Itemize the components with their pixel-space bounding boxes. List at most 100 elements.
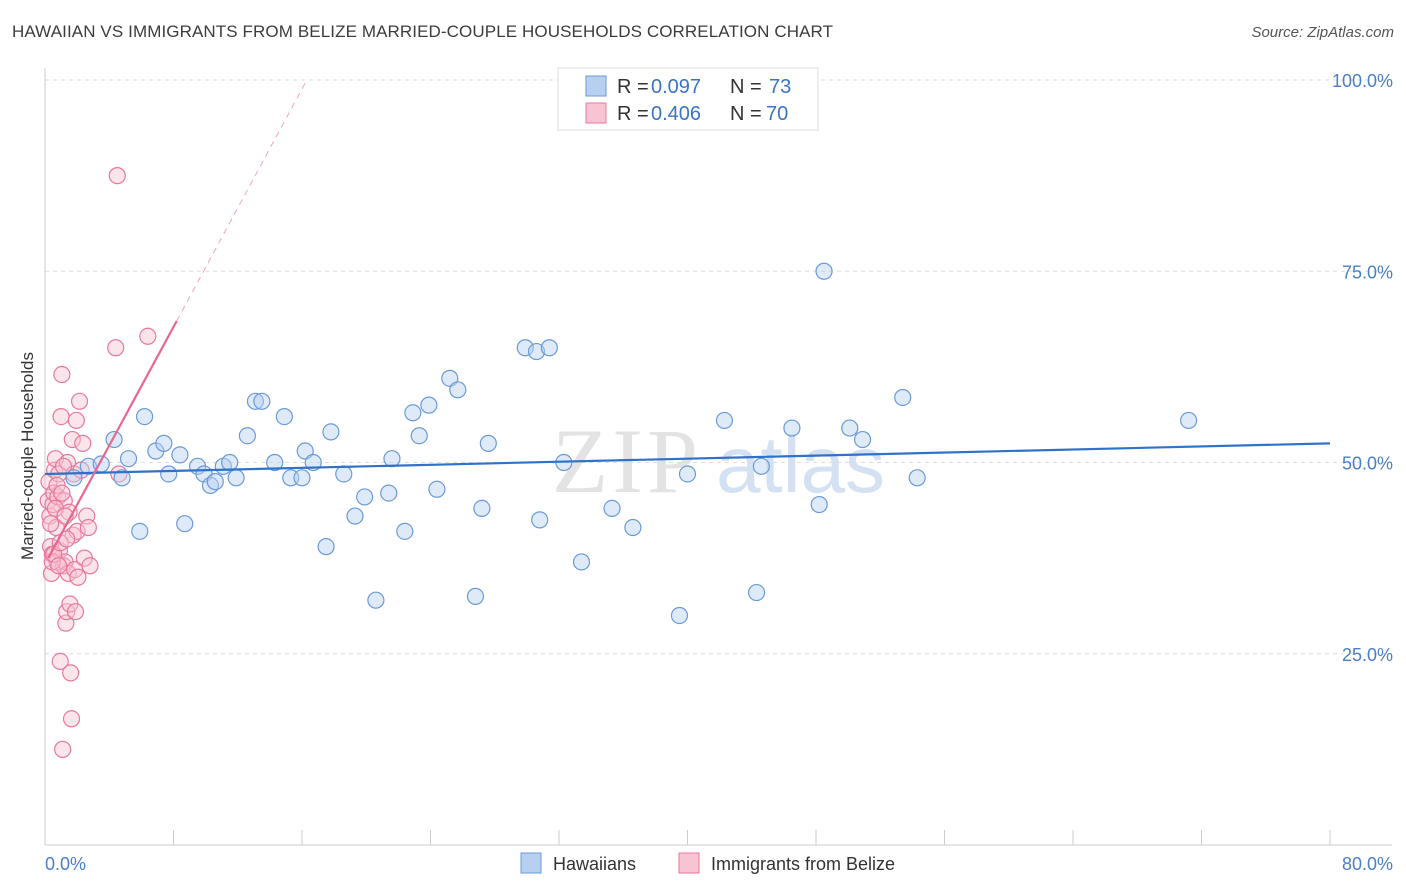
hawaiian-point (670, 606, 689, 625)
hawaiian-point (383, 450, 401, 468)
hawaiian-point (531, 511, 549, 529)
hawaiian-point (479, 434, 497, 452)
hawaiian-trend-line (44, 442, 1331, 476)
belize-point (81, 557, 99, 575)
axes (44, 68, 1392, 846)
hawaiian-point (135, 408, 154, 426)
hawaiian-point (79, 457, 97, 475)
hawaiian-point (346, 507, 364, 525)
hawaiian-point (176, 515, 194, 533)
hawaiian-point (540, 339, 558, 357)
hawaiian-point (293, 469, 311, 487)
x-tick-labels: 0.0% 80.0% (45, 854, 1393, 874)
chart-title: HAWAIIAN VS IMMIGRANTS FROM BELIZE MARRI… (12, 22, 834, 41)
hawaiian-point (1180, 411, 1198, 430)
y-tick-labels: 25.0% 50.0% 75.0% 100.0% (1332, 71, 1393, 665)
x-tick-label-start: 0.0% (45, 854, 86, 874)
hawaiian-point (527, 342, 546, 361)
belize-point (54, 740, 72, 758)
legend-n-label-1: N = (730, 76, 762, 98)
hawaiian-point (894, 388, 912, 407)
hawaiian-point (603, 499, 621, 517)
trend-lines (44, 79, 1331, 559)
x-tick-label-end: 80.0% (1342, 854, 1393, 874)
hawaiian-point (380, 484, 398, 502)
belize-point (53, 484, 71, 502)
hawaiian-point (206, 473, 224, 491)
hawaiian-point (131, 522, 149, 540)
hawaiian-point (266, 453, 284, 472)
hawaiian-point (449, 381, 467, 399)
legend-swatch-belize (585, 102, 607, 124)
hawaiian-point (810, 495, 828, 514)
hawaiian-point (160, 465, 178, 483)
belize-point (70, 392, 89, 410)
legend-n-value-1: 73 (769, 76, 791, 98)
hawaiian-point (335, 465, 353, 483)
hawaiian-point (367, 591, 385, 609)
y-tick-label: 75.0% (1342, 262, 1393, 282)
belize-point (66, 603, 85, 621)
bottom-legend-hawaiians: Hawaiians (553, 854, 636, 874)
hawaiian-point (466, 587, 485, 605)
hawaiian-point (246, 392, 265, 410)
legend-n-label-2: N = (730, 103, 762, 125)
belize-point (42, 515, 60, 533)
hawaiian-point (428, 480, 446, 498)
belize-trend-extension (176, 79, 308, 322)
hawaiian-point (171, 446, 189, 464)
hawaiian-point (473, 499, 491, 517)
hawaiian-point (715, 411, 734, 430)
hawaiian-point (853, 430, 872, 449)
belize-trend-line (47, 320, 178, 559)
belize-point (139, 327, 157, 345)
hawaiian-point (322, 423, 340, 441)
belize-point (107, 339, 125, 357)
source-label: Source: ZipAtlas.com (1251, 24, 1394, 41)
y-tick-label: 50.0% (1342, 454, 1393, 474)
hawaiian-point (227, 469, 245, 487)
hawaiian-point (783, 419, 801, 437)
belize-points (39, 167, 157, 758)
belize-point (67, 411, 85, 430)
legend-r-label-1: R = (617, 76, 649, 98)
belize-point (62, 710, 81, 728)
hawaiian-point (317, 538, 335, 556)
belize-point (50, 557, 68, 575)
hawaiian-point (908, 469, 926, 487)
belize-point (63, 430, 81, 449)
legend-r-value-1: 0.097 (651, 76, 701, 98)
belize-point (52, 408, 70, 426)
bottom-swatch-hawaiians (520, 852, 542, 874)
y-tick-label: 100.0% (1332, 71, 1393, 91)
belize-point (69, 568, 87, 586)
hawaiian-point (410, 427, 428, 445)
hawaiian-point (356, 488, 374, 506)
hawaiian-point (275, 408, 293, 426)
belize-point (74, 434, 92, 452)
bottom-legend: Hawaiians Immigrants from Belize (520, 852, 895, 874)
belize-point (51, 652, 69, 671)
belize-point (62, 664, 80, 682)
hawaiian-point (221, 453, 239, 472)
hawaiian-point (119, 450, 138, 468)
hawaiian-point (624, 518, 642, 537)
belize-point (108, 167, 126, 185)
belize-point (53, 365, 71, 384)
legend-n-value-2: 70 (766, 103, 788, 125)
hawaiian-point (238, 427, 256, 445)
hawaiian-point (253, 392, 271, 410)
hawaiian-point (516, 339, 534, 357)
belize-point (79, 518, 97, 537)
hawaiian-point (678, 465, 697, 483)
top-legend: R = 0.097 N = 73 R = 0.406 N = 70 (557, 67, 819, 131)
hawaiian-point (747, 583, 766, 602)
legend-r-value-2: 0.406 (651, 103, 701, 125)
hawaiian-point (155, 434, 173, 452)
bottom-swatch-belize (678, 852, 700, 874)
hawaiian-point (404, 404, 422, 422)
hawaiian-point (572, 553, 591, 571)
hawaiian-point (752, 457, 770, 475)
grid (45, 79, 1392, 655)
